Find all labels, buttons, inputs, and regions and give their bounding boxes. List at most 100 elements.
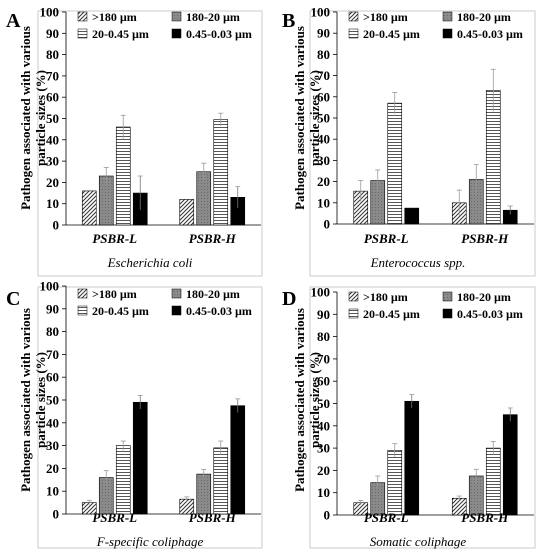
y-tick-label: 90 [317, 307, 330, 322]
y-tick-label: 30 [317, 153, 330, 168]
y-tick-label: 30 [46, 438, 59, 453]
y-tick-label: 40 [46, 132, 59, 147]
legend-label: 0.45-0.03 µm [457, 27, 523, 41]
y-tick-label: 80 [317, 47, 330, 62]
y-axis-label-line-2: particle sizes (%) [33, 70, 48, 166]
y-axis-label: Pathogen associated with variousparticle… [18, 308, 48, 492]
bar-psbr-h-4 [230, 405, 246, 515]
y-tick-label: 20 [46, 175, 59, 190]
y-tick-label: 40 [317, 418, 330, 433]
y-tick-label: 20 [317, 174, 330, 189]
y-tick-label: 90 [317, 26, 330, 41]
bar-psbr-h-3 [213, 119, 229, 226]
y-axis-label-line-2: particle sizes (%) [307, 352, 322, 448]
y-tick-label: 70 [317, 68, 330, 83]
category-label: PSBR-L [92, 510, 137, 525]
chart-title: F-specific coliphage [96, 534, 204, 549]
category-label: PSBR-L [364, 231, 409, 246]
legend-swatch [348, 28, 359, 39]
y-axis-label-line-2: particle sizes (%) [33, 352, 48, 448]
y-tick-label: 0 [53, 507, 60, 522]
category-label: PSBR-H [461, 510, 509, 525]
y-tick-label: 70 [317, 351, 330, 366]
legend-swatch [77, 11, 88, 22]
legend-swatch [348, 11, 359, 22]
y-axis-label-line-1: Pathogen associated with various [18, 308, 33, 492]
y-axis-label-line-1: Pathogen associated with various [292, 308, 307, 492]
legend-swatch [171, 11, 182, 22]
legend-label: >180 µm [363, 10, 408, 24]
y-tick-label: 100 [40, 279, 60, 294]
y-tick-label: 50 [46, 111, 59, 126]
legend-label: 180-20 µm [457, 10, 511, 24]
y-tick-label: 100 [311, 5, 331, 20]
y-tick-label: 0 [324, 217, 331, 232]
legend-swatch [77, 28, 88, 39]
legend-label: 0.45-0.03 µm [186, 27, 252, 41]
panel-frame [37, 286, 263, 549]
y-tick-label: 30 [317, 441, 330, 456]
bar-psbr-l-4 [404, 400, 420, 516]
y-tick-label: 80 [46, 47, 59, 62]
legend-label: 0.45-0.03 µm [457, 307, 523, 321]
y-tick-label: 100 [311, 285, 331, 300]
panel-label: B [282, 10, 295, 32]
y-tick-label: 70 [46, 68, 59, 83]
y-axis-label-line-1: Pathogen associated with various [18, 26, 33, 210]
bar-psbr-l-3 [115, 126, 131, 226]
y-tick-label: 0 [324, 508, 331, 523]
category-label: PSBR-L [92, 231, 137, 246]
legend-swatch [171, 288, 182, 299]
panel-label: D [282, 288, 296, 310]
legend-label: 20-0.45 µm [92, 27, 149, 41]
legend-label: 20-0.45 µm [92, 304, 149, 318]
y-tick-label: 80 [46, 324, 59, 339]
panel-frame [37, 10, 263, 277]
y-tick-label: 40 [46, 415, 59, 430]
y-tick-label: 40 [317, 132, 330, 147]
y-tick-label: 100 [40, 5, 60, 20]
bar-psbr-l-3 [387, 102, 403, 225]
y-tick-label: 60 [317, 374, 330, 389]
y-tick-label: 60 [46, 90, 59, 105]
panel-label: C [6, 288, 20, 310]
y-tick-label: 60 [317, 89, 330, 104]
bar-psbr-l-1 [81, 190, 97, 226]
legend-label: >180 µm [363, 290, 408, 304]
bar-psbr-h-3 [485, 447, 501, 516]
y-tick-label: 20 [46, 461, 59, 476]
bar-psbr-l-3 [387, 450, 403, 516]
y-axis-label: Pathogen associated with variousparticle… [292, 26, 322, 210]
legend-label: 20-0.45 µm [363, 27, 420, 41]
y-tick-label: 50 [317, 111, 330, 126]
y-tick-label: 20 [317, 463, 330, 478]
y-tick-label: 0 [53, 218, 60, 233]
legend-swatch [171, 28, 182, 39]
panel-label: A [6, 10, 21, 32]
legend-swatch [442, 28, 453, 39]
legend-label: 0.45-0.03 µm [186, 304, 252, 318]
chart-title: Enterococcus spp. [370, 255, 466, 270]
bar-psbr-h-3 [213, 447, 229, 515]
y-tick-label: 50 [317, 396, 330, 411]
y-tick-label: 10 [46, 196, 59, 211]
y-tick-label: 10 [317, 485, 330, 500]
legend-swatch [442, 11, 453, 22]
y-tick-label: 80 [317, 329, 330, 344]
y-tick-label: 90 [46, 26, 59, 41]
legend-swatch [77, 288, 88, 299]
y-tick-label: 10 [46, 484, 59, 499]
category-label: PSBR-H [189, 231, 237, 246]
category-label: PSBR-L [364, 510, 409, 525]
y-tick-label: 60 [46, 370, 59, 385]
panel-frame [309, 286, 536, 549]
legend-swatch [171, 305, 182, 316]
y-tick-label: 10 [317, 195, 330, 210]
legend-swatch [442, 308, 453, 319]
y-tick-label: 30 [46, 154, 59, 169]
